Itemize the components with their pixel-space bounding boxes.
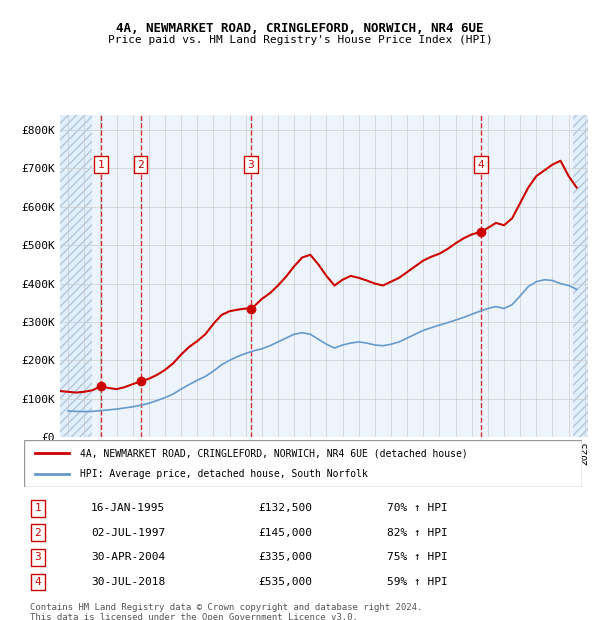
- Bar: [574, 115, 588, 437]
- Text: 30-APR-2004: 30-APR-2004: [91, 552, 165, 562]
- Text: 2: 2: [137, 160, 144, 170]
- Text: 2: 2: [35, 528, 41, 538]
- Text: Contains HM Land Registry data © Crown copyright and database right 2024.
This d: Contains HM Land Registry data © Crown c…: [30, 603, 422, 620]
- FancyBboxPatch shape: [24, 440, 582, 487]
- Bar: [92, 115, 574, 437]
- Text: 75% ↑ HPI: 75% ↑ HPI: [387, 552, 448, 562]
- Text: 4A, NEWMARKET ROAD, CRINGLEFORD, NORWICH, NR4 6UE (detached house): 4A, NEWMARKET ROAD, CRINGLEFORD, NORWICH…: [80, 448, 467, 458]
- Text: 82% ↑ HPI: 82% ↑ HPI: [387, 528, 448, 538]
- Text: Price paid vs. HM Land Registry's House Price Index (HPI): Price paid vs. HM Land Registry's House …: [107, 35, 493, 45]
- Text: 4: 4: [35, 577, 41, 587]
- Text: 30-JUL-2018: 30-JUL-2018: [91, 577, 165, 587]
- Text: 59% ↑ HPI: 59% ↑ HPI: [387, 577, 448, 587]
- Bar: [60, 115, 92, 437]
- Text: 3: 3: [35, 552, 41, 562]
- Text: £335,000: £335,000: [259, 552, 313, 562]
- Text: 4A, NEWMARKET ROAD, CRINGLEFORD, NORWICH, NR4 6UE: 4A, NEWMARKET ROAD, CRINGLEFORD, NORWICH…: [116, 22, 484, 35]
- Text: 4: 4: [478, 160, 484, 170]
- Text: HPI: Average price, detached house, South Norfolk: HPI: Average price, detached house, Sout…: [80, 469, 368, 479]
- Text: £145,000: £145,000: [259, 528, 313, 538]
- Text: 02-JUL-1997: 02-JUL-1997: [91, 528, 165, 538]
- Text: £132,500: £132,500: [259, 503, 313, 513]
- Text: 1: 1: [35, 503, 41, 513]
- Text: £535,000: £535,000: [259, 577, 313, 587]
- Text: 1: 1: [98, 160, 104, 170]
- Text: 70% ↑ HPI: 70% ↑ HPI: [387, 503, 448, 513]
- Text: 3: 3: [248, 160, 254, 170]
- Text: 16-JAN-1995: 16-JAN-1995: [91, 503, 165, 513]
